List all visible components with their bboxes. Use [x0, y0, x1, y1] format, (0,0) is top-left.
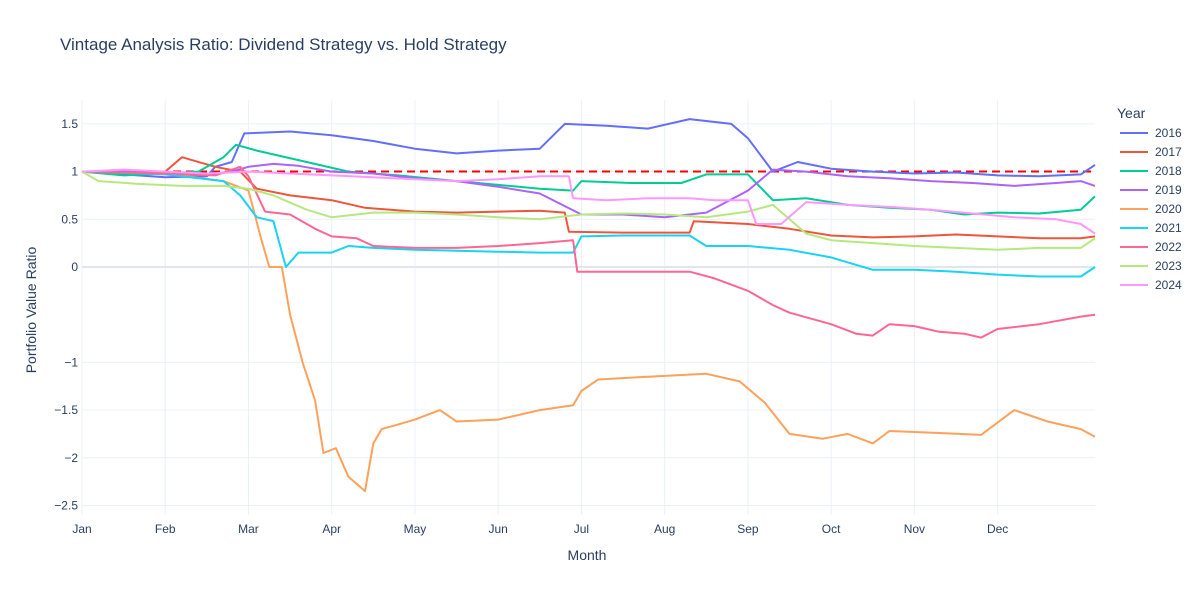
- x-tick-label: Aug: [654, 522, 675, 536]
- series-line-2024: [81, 168, 1096, 235]
- legend-label-2016: 2016: [1155, 126, 1182, 140]
- x-tick-label: Sep: [737, 522, 759, 536]
- series-line-2021: [81, 170, 1096, 278]
- y-tick-label: 1.5: [61, 117, 78, 131]
- x-tick-label: Feb: [155, 522, 176, 536]
- series-line-2016: [81, 118, 1096, 179]
- x-axis-label: Month: [568, 547, 607, 563]
- y-axis-label: Portfolio Value Ratio: [23, 246, 39, 373]
- legend-label-2019: 2019: [1155, 183, 1182, 197]
- series-line-2022: [81, 165, 1096, 339]
- y-axis-ticks: 1.5 1 0.5 0 −1 −1.5 −2 −2.5: [54, 117, 78, 513]
- x-tick-label: Jul: [574, 522, 589, 536]
- legend-label-2020: 2020: [1155, 202, 1182, 216]
- x-tick-label: Mar: [238, 522, 259, 536]
- y-tick-label: −1: [64, 355, 78, 369]
- y-tick-label: −1.5: [54, 403, 78, 417]
- legend-label-2021: 2021: [1155, 221, 1182, 235]
- series-line-2020: [81, 170, 1096, 493]
- legend: Year 2016 2017 2018 2019 2020 2021 2022 2023 202…: [1117, 105, 1182, 292]
- x-axis-ticks: Jan Feb Mar Apr May Jun Jul Aug Sep Oct Nov Dec: [72, 522, 1008, 536]
- x-tick-label: Dec: [987, 522, 1008, 536]
- y-tick-label: −2: [64, 451, 78, 465]
- y-tick-label: −2.5: [54, 498, 78, 512]
- y-tick-label: 0.5: [61, 212, 78, 226]
- series-line-2023: [81, 170, 1096, 251]
- legend-label-2024: 2024: [1155, 278, 1182, 292]
- x-tick-label: Oct: [822, 522, 841, 536]
- x-tick-label: Apr: [322, 522, 341, 536]
- y-tick-label: 1: [71, 165, 78, 179]
- series-layer: [81, 118, 1096, 493]
- series-line-2017: [82, 156, 1096, 240]
- x-tick-label: Jan: [72, 522, 91, 536]
- y-tick-label: 0: [71, 260, 78, 274]
- legend-label-2023: 2023: [1155, 259, 1182, 273]
- x-tick-label: Nov: [904, 522, 925, 536]
- legend-label-2018: 2018: [1155, 164, 1182, 178]
- x-tick-label: May: [404, 522, 427, 536]
- legend-title: Year: [1117, 105, 1146, 121]
- grid-lines: [81, 100, 1095, 515]
- legend-label-2017: 2017: [1155, 145, 1182, 159]
- legend-label-2022: 2022: [1155, 240, 1182, 254]
- chart-title: Vintage Analysis Ratio: Dividend Strateg…: [60, 35, 507, 54]
- x-tick-label: Jun: [489, 522, 508, 536]
